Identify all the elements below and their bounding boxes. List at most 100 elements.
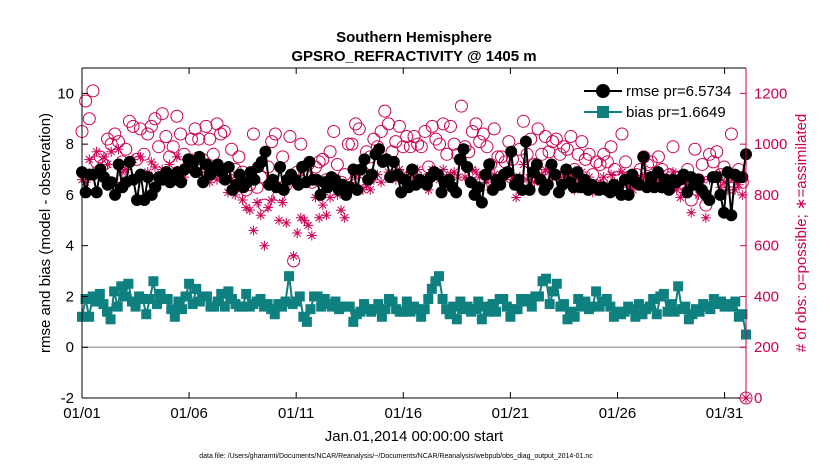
bias-point	[184, 278, 195, 289]
rmse-point	[406, 163, 419, 176]
assimilated-obs-point	[606, 169, 617, 180]
y-left-tick-label: 2	[66, 288, 74, 305]
bias-point	[687, 309, 698, 320]
assimilated-obs-point	[91, 146, 102, 157]
y-right-tick-label: 800	[754, 187, 779, 204]
bias-point	[301, 316, 312, 327]
asterisk-stroke	[242, 203, 251, 212]
bias-point	[316, 301, 327, 312]
bias-point	[658, 288, 669, 299]
possible-obs-point	[589, 155, 603, 169]
bias-point	[326, 301, 337, 312]
bias-point	[330, 296, 341, 307]
possible-obs-point	[608, 163, 622, 177]
possible-obs-point	[553, 147, 567, 161]
bias-point	[109, 286, 120, 297]
bias-point	[608, 311, 619, 322]
rmse-point	[725, 209, 738, 222]
assimilated-obs-point	[321, 210, 332, 221]
rmse-point	[277, 183, 290, 196]
possible-obs-point	[703, 147, 717, 161]
x-tick-label: 01/26	[599, 405, 637, 422]
rmse-point	[193, 150, 206, 163]
rmse-point	[233, 168, 246, 181]
asterisk-stroke	[377, 178, 386, 187]
rmse-point	[431, 168, 444, 181]
bias-point	[294, 291, 305, 302]
rmse-point	[483, 158, 496, 171]
possible-obs-point	[487, 122, 501, 136]
bias-point	[312, 291, 323, 302]
rmse-point	[571, 166, 584, 179]
axes-layer	[81, 67, 747, 399]
rmse-point	[105, 176, 118, 189]
assimilated-obs-point	[266, 195, 277, 205]
assimilated-obs-point	[255, 210, 266, 221]
bias-point	[241, 288, 252, 299]
rmse-point	[109, 188, 122, 201]
possible-obs-point	[418, 124, 432, 138]
bias-point	[162, 294, 173, 304]
rmse-point	[365, 168, 378, 181]
rmse-point	[354, 163, 367, 176]
possible-obs-point	[192, 132, 206, 146]
asterisk-stroke	[687, 208, 696, 217]
possible-obs-point	[491, 150, 505, 164]
rmse-point	[435, 186, 448, 199]
bias-point	[137, 294, 148, 304]
legend: rmse pr=6.5734 bias pr=1.6649	[580, 76, 740, 124]
bias-point	[101, 306, 112, 317]
possible-obs-point	[159, 130, 173, 144]
rmse-point	[219, 173, 232, 186]
rmse-point	[549, 168, 562, 181]
bias-point	[451, 314, 462, 325]
assimilated-obs-point	[277, 197, 288, 208]
rmse-point	[681, 186, 694, 199]
rmse-point	[651, 166, 664, 179]
bias-point	[526, 301, 537, 312]
asterisk-stroke	[512, 193, 521, 202]
rmse-point	[736, 171, 749, 184]
possible-obs-point	[265, 135, 279, 149]
y-left-tick-label: 4	[66, 238, 74, 255]
legend-rmse-label: rmse pr=6.5734	[626, 83, 731, 100]
assimilated-obs-point	[146, 156, 157, 167]
bias-point	[216, 288, 227, 299]
asterisk-stroke	[238, 196, 247, 204]
possible-obs-point	[411, 137, 425, 151]
possible-obs-point	[323, 145, 337, 159]
bias-point	[280, 296, 291, 307]
asterisk-stroke	[340, 213, 349, 222]
bias-point	[169, 311, 180, 322]
assimilated-obs-point	[288, 250, 299, 261]
rmse-point	[142, 171, 155, 184]
rmse-point	[622, 188, 635, 201]
rmse-point	[523, 183, 536, 196]
bias-point	[84, 311, 95, 322]
possible-obs-point	[148, 112, 162, 126]
legend-bias-marker	[597, 106, 609, 118]
assimilated-obs-point	[292, 228, 303, 238]
bias-point	[548, 286, 559, 297]
y-left-tick-label: 10	[57, 85, 74, 102]
y-right-tick-label: 200	[754, 339, 779, 356]
bias-point	[433, 271, 444, 282]
chart-subtitle: GPSRO_REFRACTIVITY @ 1405 m	[291, 48, 536, 65]
assimilated-obs-point	[263, 202, 274, 213]
rmse-point	[222, 161, 235, 173]
rmse-point	[703, 194, 716, 206]
rmse-point	[479, 168, 492, 181]
rmse-point	[494, 178, 507, 191]
asterisk-stroke	[618, 168, 626, 176]
assimilated-obs-point	[700, 212, 711, 223]
rmse-point	[351, 183, 364, 196]
possible-obs-point	[651, 150, 665, 164]
rmse-point	[505, 145, 518, 158]
bias-point	[412, 304, 423, 315]
y-axis-label-right: # of obs: o=possible; ∗=assimilated	[793, 114, 810, 353]
assimilated-obs-point	[244, 205, 255, 216]
bias-point	[344, 301, 355, 312]
possible-obs-point	[214, 127, 228, 141]
possible-obs-point	[203, 132, 217, 146]
bias-point	[669, 306, 680, 317]
